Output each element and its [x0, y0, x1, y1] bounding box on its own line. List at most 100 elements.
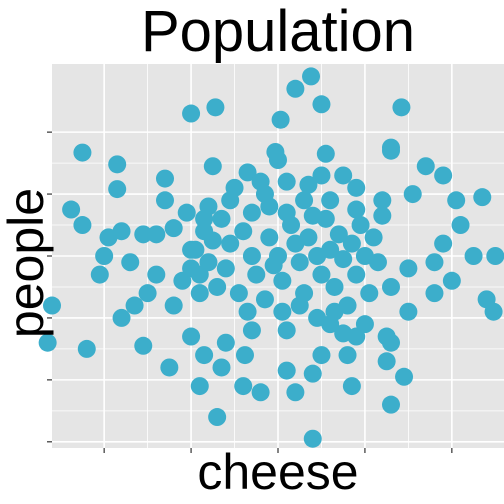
- data-point: [206, 98, 225, 117]
- data-point: [464, 247, 483, 265]
- data-point: [242, 247, 261, 265]
- data-point: [134, 225, 153, 244]
- data-point: [312, 346, 331, 365]
- data-point: [325, 277, 344, 296]
- data-point: [212, 358, 231, 377]
- data-point: [182, 104, 201, 123]
- data-point: [216, 333, 235, 352]
- data-point: [264, 256, 283, 275]
- data-point: [425, 253, 444, 272]
- data-point: [403, 185, 422, 204]
- data-point: [321, 191, 340, 210]
- data-point: [277, 203, 296, 222]
- data-point: [208, 408, 227, 427]
- data-points: [38, 67, 504, 448]
- data-point: [38, 333, 57, 352]
- data-point: [164, 296, 183, 315]
- data-point: [221, 191, 240, 210]
- data-point: [147, 265, 166, 284]
- data-point: [351, 216, 370, 235]
- data-point: [355, 315, 374, 334]
- data-point: [373, 206, 392, 225]
- data-point: [195, 222, 214, 241]
- data-point: [416, 157, 435, 176]
- data-point: [112, 222, 131, 241]
- axis-ticks: [47, 131, 453, 453]
- data-point: [347, 178, 366, 197]
- data-point: [277, 361, 296, 380]
- data-point: [277, 172, 296, 191]
- data-point: [108, 155, 127, 174]
- data-point: [90, 265, 109, 284]
- data-point: [347, 265, 366, 284]
- data-point: [338, 346, 357, 365]
- chart-title: Population: [140, 0, 416, 64]
- data-point: [138, 284, 157, 303]
- data-point: [425, 284, 444, 303]
- data-point: [334, 324, 353, 343]
- data-point: [347, 200, 366, 219]
- data-point: [312, 95, 331, 114]
- data-point: [182, 327, 201, 346]
- data-point: [334, 166, 353, 185]
- data-point: [308, 308, 327, 327]
- data-point: [108, 180, 127, 199]
- data-point: [286, 79, 305, 98]
- data-point: [316, 144, 335, 163]
- data-point: [242, 203, 261, 222]
- data-point: [277, 321, 296, 340]
- data-point: [434, 166, 453, 185]
- data-point: [190, 377, 209, 396]
- y-axis-label: people: [0, 187, 54, 339]
- data-point: [399, 259, 418, 278]
- data-point: [342, 377, 361, 396]
- data-point: [312, 265, 331, 284]
- data-point: [334, 250, 353, 269]
- data-point: [242, 321, 261, 340]
- data-point: [273, 271, 292, 290]
- data-point: [229, 284, 248, 303]
- data-point: [125, 296, 144, 315]
- data-point: [195, 209, 214, 228]
- data-point: [255, 290, 274, 309]
- data-point: [486, 247, 504, 265]
- data-point: [251, 383, 270, 402]
- data-point: [212, 209, 231, 228]
- data-point: [295, 191, 314, 210]
- data-point: [442, 271, 461, 290]
- data-point: [382, 277, 400, 296]
- data-point: [247, 265, 266, 284]
- data-point: [255, 185, 274, 204]
- data-point: [321, 240, 340, 259]
- data-point: [342, 234, 361, 253]
- data-point: [238, 302, 257, 321]
- data-point: [303, 206, 322, 225]
- data-point: [473, 188, 492, 207]
- data-point: [382, 395, 400, 414]
- data-point: [195, 346, 214, 365]
- data-point: [177, 203, 196, 222]
- data-point: [312, 166, 331, 185]
- data-point: [121, 253, 140, 272]
- data-point: [360, 284, 379, 303]
- data-point: [377, 352, 396, 371]
- data-point: [73, 216, 92, 235]
- data-point: [62, 200, 81, 219]
- data-point: [303, 429, 322, 448]
- data-point: [43, 296, 61, 315]
- data-point: [325, 302, 344, 321]
- data-point: [208, 277, 227, 296]
- data-point: [234, 222, 253, 241]
- data-point: [286, 383, 305, 402]
- data-point: [368, 253, 387, 272]
- data-point: [134, 336, 153, 355]
- data-point: [484, 302, 503, 321]
- data-point: [182, 259, 201, 278]
- data-point: [112, 308, 131, 327]
- data-point: [395, 367, 414, 386]
- data-point: [147, 225, 166, 244]
- data-point: [216, 259, 235, 278]
- data-point: [373, 191, 392, 210]
- data-point: [221, 234, 240, 253]
